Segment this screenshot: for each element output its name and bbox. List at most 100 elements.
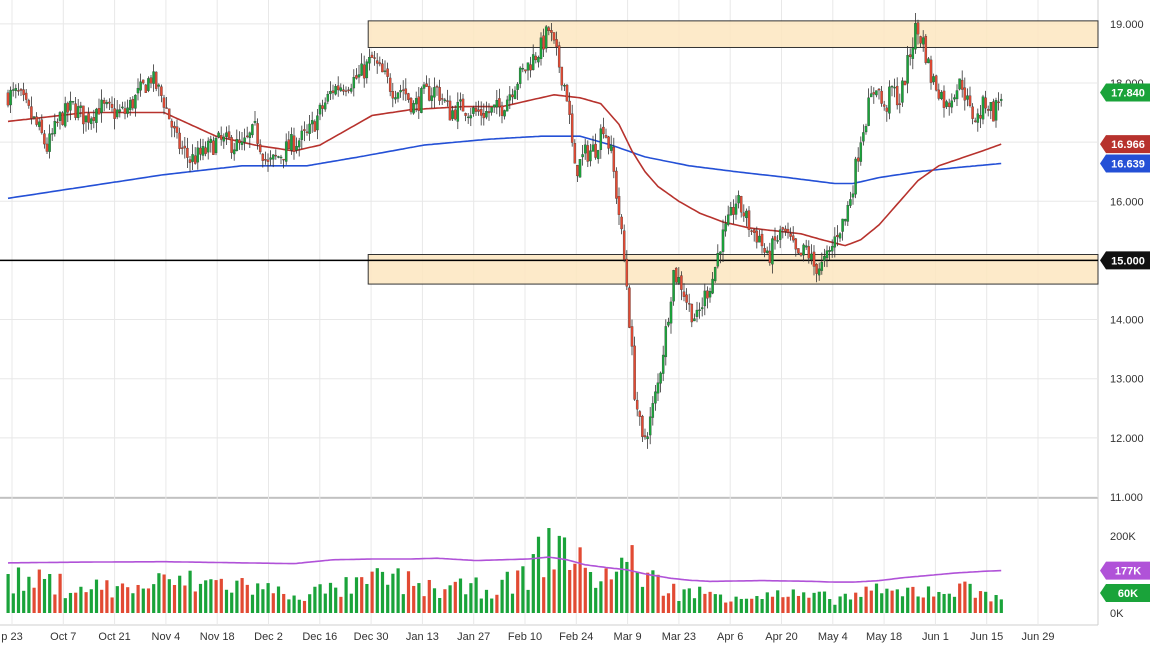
candle-body [888,86,891,114]
candle-body [976,113,980,123]
candle-body [984,97,987,109]
candle-body [550,30,553,33]
volume-bar [542,577,546,613]
volume-bar [547,528,551,613]
volume-tag [1100,561,1150,580]
candle-body [456,101,460,122]
candlesticks [6,13,1003,449]
candle-body [940,92,943,100]
volume-bar [916,596,920,613]
volume-bar [796,595,801,613]
volume-bar [932,596,936,613]
candle-body [269,157,272,160]
candle-body [375,60,379,64]
volume-bar [843,593,847,613]
candle-body [19,89,23,91]
volume-bar [32,587,36,613]
volume-bar [365,583,369,613]
candle-body [776,240,779,242]
candle-body [513,90,517,99]
volume-bar [703,593,707,613]
candle-body [89,118,93,125]
volume-bar [146,588,151,613]
volume-bar [443,589,447,613]
candle-body [336,85,340,91]
volume-bar [74,592,78,613]
volume-bar [828,599,832,613]
volume-bar [131,593,135,613]
candle-body [152,71,155,84]
candle-body [929,59,933,83]
volume-bar [510,593,515,613]
volume-bar [266,583,270,613]
candle-body [76,106,80,118]
candle-body [144,84,148,93]
volume-bar [53,594,57,613]
candle-body [599,128,603,150]
candle-body [214,137,218,154]
candle-body [648,416,652,436]
candle-body [95,108,98,123]
candle-body [92,117,96,121]
candle-body [833,236,837,248]
volume-bar [287,599,291,613]
candle-body [838,233,842,239]
volume-bar [718,594,723,613]
candle-body [981,96,985,120]
volume-bar [115,586,119,613]
volume-bar [136,584,140,613]
candle-body [40,119,44,133]
candle-body [781,227,785,230]
volume-bar [162,574,166,613]
volume-bar [516,570,520,613]
candle-body [901,80,904,103]
volume-bar [438,597,442,613]
volume-bar [105,580,109,613]
candle-body [482,113,486,119]
candle-body [667,321,670,326]
volume-bar [744,598,749,613]
candle-body [732,207,735,215]
candle-body [227,131,231,139]
candle-body [516,83,519,90]
candle-body [877,88,881,91]
candle-body [773,236,777,241]
candle-body [638,411,642,417]
price-tags: 17.840 16.966 16.639 15.000 177K 60K [1100,83,1150,602]
volume-bar [432,588,437,613]
candle-body [586,145,590,162]
candle-body [365,61,369,79]
volume-bar [552,569,556,613]
candle-body [812,251,816,267]
candle-body [971,106,974,119]
candle-body [880,90,883,104]
volume-bar [318,584,322,613]
candle-body [349,88,353,92]
candle-body [14,88,18,91]
candle-body [716,252,720,267]
volume-bar [334,587,338,613]
candle-body [63,103,67,127]
candle-body [479,109,483,116]
volume-bar [661,595,665,613]
candle-body [849,199,852,206]
candle-body [459,99,462,102]
candle-body [178,132,181,149]
candle-body [264,159,267,161]
candle-body [685,294,688,303]
volume-bar [490,598,494,613]
price-tag [1100,251,1150,270]
candle-body [115,109,119,118]
candle-body [24,92,28,100]
candle-body [50,133,54,135]
candle-body [596,150,600,160]
volume-bar [349,593,353,613]
volume-bar [271,593,275,613]
candle-body [295,145,298,151]
candle-body [469,115,473,119]
time-tick-label: Apr 20 [765,631,797,643]
volume-bar [984,591,988,613]
candle-body [154,71,158,89]
candle-body [573,143,577,164]
